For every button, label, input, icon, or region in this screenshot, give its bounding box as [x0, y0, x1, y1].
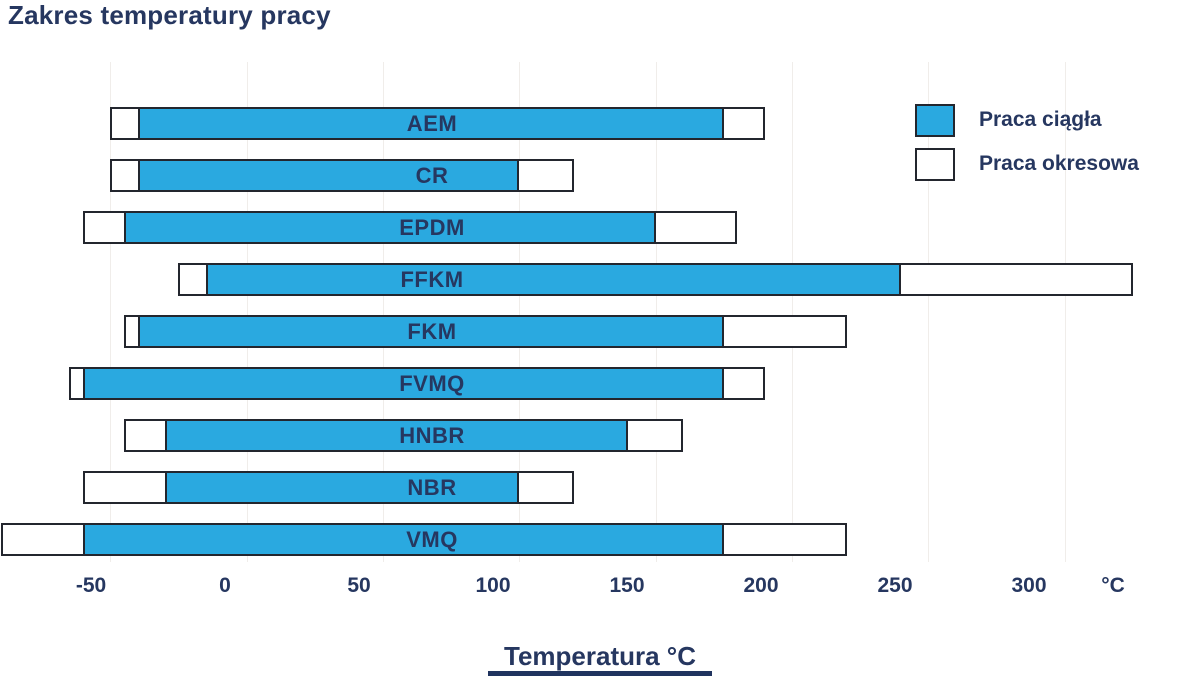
bar-continuous-AEM [137, 107, 724, 140]
gridline-250 [928, 62, 930, 562]
bar-continuous-FFKM [205, 263, 902, 296]
gridline-300 [1064, 62, 1066, 562]
x-tick-300: 300 [1011, 574, 1047, 597]
legend-swatch-continuous-icon [915, 103, 955, 137]
bar-label-FFKM: FFKM [400, 266, 464, 292]
bar-continuous-VMQ [82, 523, 724, 556]
gridline-0 [246, 62, 248, 562]
bar-label-HNBR: HNBR [399, 422, 465, 448]
bar-label-EPDM: EPDM [399, 214, 465, 240]
legend-item-intermittent: Praca okresowa [915, 145, 1139, 183]
bar-continuous-HNBR [164, 419, 629, 452]
x-tick-100: 100 [475, 574, 511, 597]
bar-continuous-NBR [164, 471, 520, 504]
x-tick-0: 0 [219, 574, 231, 597]
x-tick-150: 150 [609, 574, 645, 597]
x-tick--50: -50 [75, 574, 107, 597]
x-tick-50: 50 [347, 574, 371, 597]
bar-label-NBR: NBR [407, 474, 457, 500]
bar-label-VMQ: VMQ [406, 526, 458, 552]
bar-label-AEM: AEM [406, 110, 458, 136]
bar-label-CR: CR [415, 162, 449, 188]
bar-label-FKM: FKM [407, 318, 457, 344]
gridline-100 [519, 62, 521, 562]
bottom-accent-bar [488, 671, 712, 676]
legend-label-continuous: Praca ciągła [979, 108, 1102, 131]
bar-continuous-EPDM [123, 211, 656, 244]
x-tick-unit: °C [1101, 574, 1125, 597]
bar-label-FVMQ: FVMQ [399, 370, 465, 396]
gridline-150 [655, 62, 657, 562]
x-axis-title: Temperatura °C [504, 641, 696, 671]
gridline-200 [792, 62, 793, 562]
bar-continuous-FVMQ [82, 367, 724, 400]
legend-label-intermittent: Praca okresowa [979, 152, 1139, 175]
legend: Praca ciągła Praca okresowa [915, 101, 1139, 189]
bar-continuous-CR [137, 159, 520, 192]
legend-item-continuous: Praca ciągła [915, 101, 1139, 139]
legend-swatch-intermittent-icon [915, 147, 955, 181]
gridline-50 [382, 62, 384, 562]
bar-continuous-FKM [137, 315, 724, 348]
gridline--50 [110, 62, 112, 562]
x-tick-200: 200 [743, 574, 779, 597]
chart-title: Zakres temperatury pracy [8, 0, 331, 30]
x-tick-250: 250 [877, 574, 913, 597]
